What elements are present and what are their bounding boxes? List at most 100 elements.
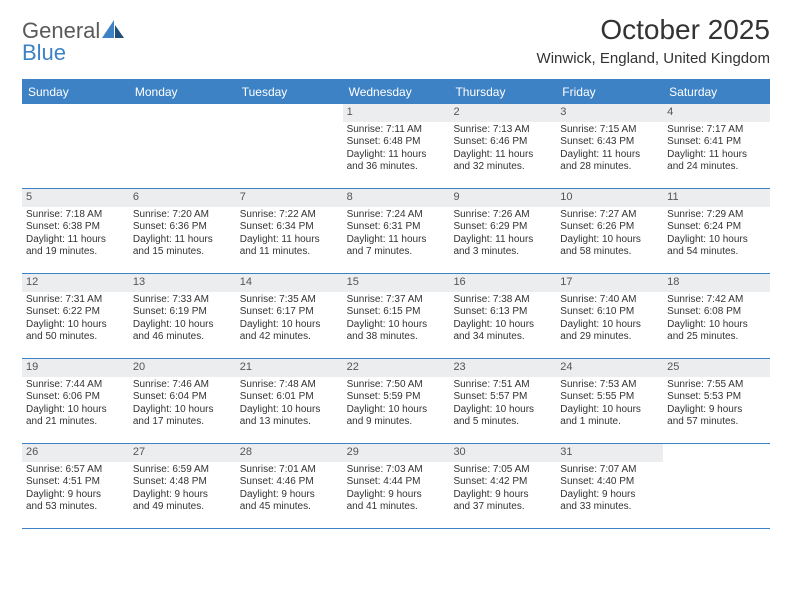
day-cell: 5Sunrise: 7:18 AMSunset: 6:38 PMDaylight… [22,189,129,273]
sunrise-text: Sunrise: 7:03 AM [347,464,446,477]
sunset-text: Sunset: 6:26 PM [560,221,659,234]
week-row: 5Sunrise: 7:18 AMSunset: 6:38 PMDaylight… [22,189,770,274]
day-number: 19 [22,359,129,377]
daylight-text: and 46 minutes. [133,331,232,344]
daylight-text: Daylight: 10 hours [240,319,339,332]
day-cell: 11Sunrise: 7:29 AMSunset: 6:24 PMDayligh… [663,189,770,273]
day-number: 5 [22,189,129,207]
daylight-text: Daylight: 10 hours [347,319,446,332]
sunset-text: Sunset: 6:15 PM [347,306,446,319]
sunset-text: Sunset: 4:48 PM [133,476,232,489]
day-cell: 1Sunrise: 7:11 AMSunset: 6:48 PMDaylight… [343,104,450,188]
day-number: 10 [556,189,663,207]
daylight-text: Daylight: 10 hours [133,404,232,417]
sunset-text: Sunset: 5:53 PM [667,391,766,404]
day-header: Sunday [22,81,129,104]
sunset-text: Sunset: 6:46 PM [453,136,552,149]
daylight-text: and 34 minutes. [453,331,552,344]
sunrise-text: Sunrise: 7:20 AM [133,209,232,222]
sunrise-text: Sunrise: 7:26 AM [453,209,552,222]
day-cell: 25 Sunrise: 7:55 AMSunset: 5:53 PMDayligh… [663,359,770,443]
sunrise-text: Sunrise: 7:27 AM [560,209,659,222]
day-cell: 19Sunrise: 7:44 AMSunset: 6:06 PMDayligh… [22,359,129,443]
daylight-text: and 19 minutes. [26,246,125,259]
daylight-text: and 32 minutes. [453,161,552,174]
daylight-text: and 1 minute. [560,416,659,429]
daylight-text: Daylight: 11 hours [560,149,659,162]
sunset-text: Sunset: 4:42 PM [453,476,552,489]
daylight-text: Daylight: 9 hours [667,404,766,417]
day-number: 23 [449,359,556,377]
sunset-text: Sunset: 6:10 PM [560,306,659,319]
sunrise-text: Sunrise: 7:31 AM [26,294,125,307]
daylight-text: and 9 minutes. [347,416,446,429]
day-number: 21 [236,359,343,377]
daylight-text: Daylight: 11 hours [26,234,125,247]
day-cell: 14Sunrise: 7:35 AMSunset: 6:17 PMDayligh… [236,274,343,358]
day-number: 1 [343,104,450,122]
day-header: Monday [129,81,236,104]
daylight-text: and 36 minutes. [347,161,446,174]
daylight-text: and 33 minutes. [560,501,659,514]
day-cell: 16Sunrise: 7:38 AMSunset: 6:13 PMDayligh… [449,274,556,358]
day-number: 24 [556,359,663,377]
daylight-text: Daylight: 10 hours [667,319,766,332]
daylight-text: Daylight: 9 hours [347,489,446,502]
day-cell: 24 Sunrise: 7:53 AMSunset: 5:55 PMDayligh… [556,359,663,443]
day-number: 13 [129,274,236,292]
daylight-text: and 53 minutes. [26,501,125,514]
sunset-text: Sunset: 6:17 PM [240,306,339,319]
sunrise-text: Sunrise: 7:40 AM [560,294,659,307]
day-cell: 12Sunrise: 7:31 AMSunset: 6:22 PMDayligh… [22,274,129,358]
sunrise-text: Sunrise: 7:24 AM [347,209,446,222]
day-number: 26 [22,444,129,462]
brand-logo: General Blue [22,20,124,64]
sunrise-text: Sunrise: 6:59 AM [133,464,232,477]
daylight-text: and 42 minutes. [240,331,339,344]
week-row: 12Sunrise: 7:31 AMSunset: 6:22 PMDayligh… [22,274,770,359]
sunset-text: Sunset: 6:34 PM [240,221,339,234]
week-row: 26Sunrise: 6:57 AMSunset: 4:51 PMDayligh… [22,444,770,529]
sail-icon [102,20,124,38]
location: Winwick, England, United Kingdom [537,50,770,67]
daylight-text: and 15 minutes. [133,246,232,259]
sunset-text: Sunset: 6:43 PM [560,136,659,149]
day-cell: 10Sunrise: 7:27 AMSunset: 6:26 PMDayligh… [556,189,663,273]
daylight-text: Daylight: 9 hours [133,489,232,502]
daylight-text: and 45 minutes. [240,501,339,514]
month-title: October 2025 [537,14,770,46]
daylight-text: and 21 minutes. [26,416,125,429]
daylight-text: and 7 minutes. [347,246,446,259]
day-cell: 27Sunrise: 6:59 AMSunset: 4:48 PMDayligh… [129,444,236,528]
day-header-row: SundayMondayTuesdayWednesdayThursdayFrid… [22,81,770,104]
daylight-text: and 57 minutes. [667,416,766,429]
sunrise-text: Sunrise: 7:05 AM [453,464,552,477]
day-cell [663,444,770,528]
daylight-text: Daylight: 11 hours [453,149,552,162]
day-number: 25 [663,359,770,377]
daylight-text: and 29 minutes. [560,331,659,344]
day-number: 18 [663,274,770,292]
day-cell: 20Sunrise: 7:46 AMSunset: 6:04 PMDayligh… [129,359,236,443]
sunset-text: Sunset: 6:04 PM [133,391,232,404]
day-number: 4 [663,104,770,122]
day-cell: 8Sunrise: 7:24 AMSunset: 6:31 PMDaylight… [343,189,450,273]
daylight-text: Daylight: 10 hours [453,404,552,417]
daylight-text: Daylight: 10 hours [240,404,339,417]
sunrise-text: Sunrise: 7:55 AM [667,379,766,392]
sunrise-text: Sunrise: 7:53 AM [560,379,659,392]
daylight-text: Daylight: 10 hours [560,404,659,417]
sunrise-text: Sunrise: 7:18 AM [26,209,125,222]
day-cell: 18Sunrise: 7:42 AMSunset: 6:08 PMDayligh… [663,274,770,358]
sunset-text: Sunset: 6:08 PM [667,306,766,319]
sunset-text: Sunset: 4:44 PM [347,476,446,489]
daylight-text: and 11 minutes. [240,246,339,259]
day-header: Tuesday [236,81,343,104]
day-number: 3 [556,104,663,122]
day-number: 30 [449,444,556,462]
day-header: Friday [556,81,663,104]
sunrise-text: Sunrise: 7:13 AM [453,124,552,137]
sunrise-text: Sunrise: 7:07 AM [560,464,659,477]
day-cell: 7Sunrise: 7:22 AMSunset: 6:34 PMDaylight… [236,189,343,273]
sunset-text: Sunset: 5:55 PM [560,391,659,404]
